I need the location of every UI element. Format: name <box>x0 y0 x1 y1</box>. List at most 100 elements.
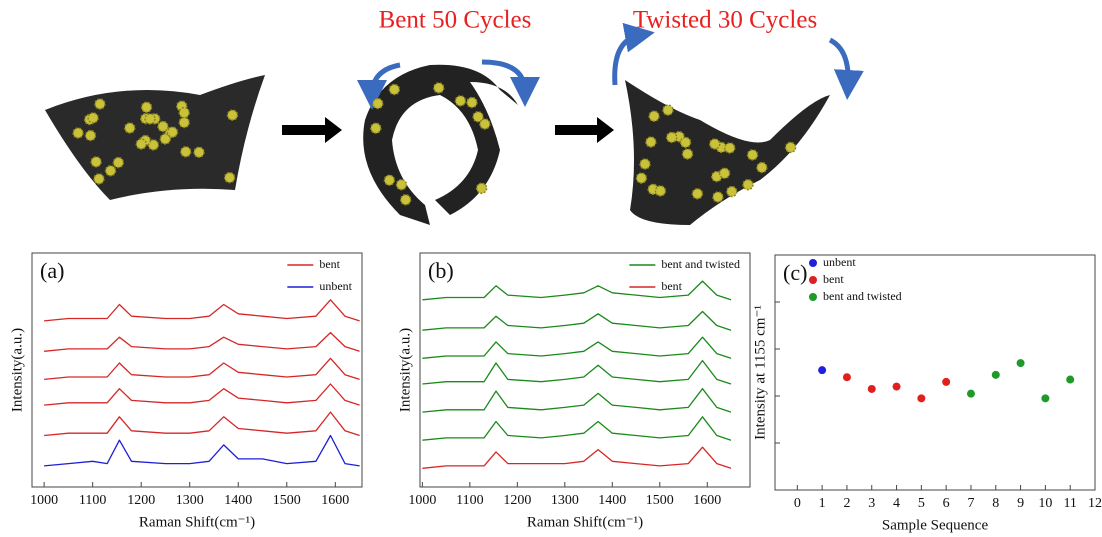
flower <box>649 111 659 121</box>
legend-label: bent <box>319 257 340 271</box>
flower <box>179 108 189 118</box>
spectrum <box>422 337 731 358</box>
flower <box>106 166 116 176</box>
x-tick-label: 1000 <box>30 493 58 508</box>
flower <box>646 137 656 147</box>
x-tick-label: 1500 <box>273 493 301 508</box>
legend-label: bent <box>823 272 844 286</box>
flower <box>683 149 693 159</box>
x-tick-label: 6 <box>943 496 950 511</box>
point <box>893 383 901 391</box>
point <box>967 390 975 398</box>
x-tick-label: 1 <box>819 496 826 511</box>
x-tick-label: 2 <box>843 496 850 511</box>
y-axis-label: Intensity(a.u.) <box>9 328 25 412</box>
flower <box>373 99 383 109</box>
x-tick-label: 1000 <box>408 493 436 508</box>
flower <box>663 105 673 115</box>
spectrum <box>422 312 731 331</box>
flower <box>636 173 646 183</box>
flower <box>467 97 477 107</box>
flower <box>181 147 191 157</box>
flower <box>86 131 96 141</box>
x-tick-label: 1600 <box>693 493 721 508</box>
spectrum <box>422 389 731 412</box>
spectrum <box>44 300 360 321</box>
flower <box>94 174 104 184</box>
x-tick-label: 1100 <box>79 493 106 508</box>
spectrum <box>44 333 360 352</box>
flower <box>692 189 702 199</box>
x-tick-label: 7 <box>967 496 974 511</box>
flower <box>179 117 189 127</box>
curved-arrow <box>830 40 848 85</box>
flower <box>145 114 155 124</box>
flower <box>473 112 483 122</box>
x-tick-label: 1300 <box>176 493 204 508</box>
flower <box>401 195 411 205</box>
flower <box>720 168 730 178</box>
flower <box>681 137 691 147</box>
flower <box>113 158 123 168</box>
flower <box>727 187 737 197</box>
curved-arrow <box>482 62 525 92</box>
point <box>1041 394 1049 402</box>
x-tick-label: 1200 <box>503 493 531 508</box>
x-tick-label: 1400 <box>598 493 626 508</box>
point <box>1066 376 1074 384</box>
flower <box>227 110 237 120</box>
flower <box>142 102 152 112</box>
plot-frame <box>420 253 750 487</box>
flower <box>384 175 394 185</box>
figure: Bent 50 Cycles Twisted 30 Cycles 1000110… <box>0 0 1102 537</box>
flower <box>667 132 677 142</box>
x-tick-label: 5 <box>918 496 925 511</box>
panel-label: (c) <box>783 260 807 285</box>
x-tick-label: 3 <box>868 496 875 511</box>
spectrum <box>44 358 360 379</box>
panel-label: (b) <box>428 258 454 283</box>
legend-label: bent and twisted <box>823 289 902 303</box>
legend-label: unbent <box>823 255 856 269</box>
sheet-twisted <box>625 80 830 225</box>
point <box>992 371 1000 379</box>
spectrum <box>44 384 360 405</box>
x-tick-label: 8 <box>992 496 999 511</box>
flower <box>371 123 381 133</box>
flower <box>136 139 146 149</box>
flower <box>91 157 101 167</box>
x-tick-label: 1100 <box>456 493 483 508</box>
panel-label: (a) <box>40 258 64 283</box>
flower <box>477 183 487 193</box>
flower <box>655 186 665 196</box>
flower <box>168 127 178 137</box>
point <box>868 385 876 393</box>
flower <box>743 180 753 190</box>
y-axis-label: Intensity at 1155 cm⁻¹ <box>752 305 768 440</box>
x-tick-label: 4 <box>893 496 900 511</box>
flower <box>455 96 465 106</box>
flower <box>640 159 650 169</box>
point <box>818 366 826 374</box>
x-tick-label: 12 <box>1088 496 1102 511</box>
flower <box>748 150 758 160</box>
point <box>917 394 925 402</box>
flower <box>73 128 83 138</box>
spectrum <box>44 412 360 435</box>
flower <box>713 192 723 202</box>
x-tick-label: 10 <box>1038 496 1052 511</box>
x-tick-label: 0 <box>794 496 801 511</box>
legend-label: bent <box>661 279 682 293</box>
flower <box>158 121 168 131</box>
x-tick-label: 1500 <box>646 493 674 508</box>
x-tick-label: 11 <box>1063 496 1076 511</box>
flower <box>88 113 98 123</box>
illustration: Bent 50 Cycles Twisted 30 Cycles <box>45 7 848 225</box>
flower <box>389 84 399 94</box>
flower <box>95 99 105 109</box>
flower <box>396 180 406 190</box>
step-label: Twisted 30 Cycles <box>633 7 817 34</box>
x-axis-label: Raman Shift(cm⁻¹) <box>139 514 255 530</box>
x-tick-label: 1300 <box>551 493 579 508</box>
legend-swatch <box>809 259 817 267</box>
